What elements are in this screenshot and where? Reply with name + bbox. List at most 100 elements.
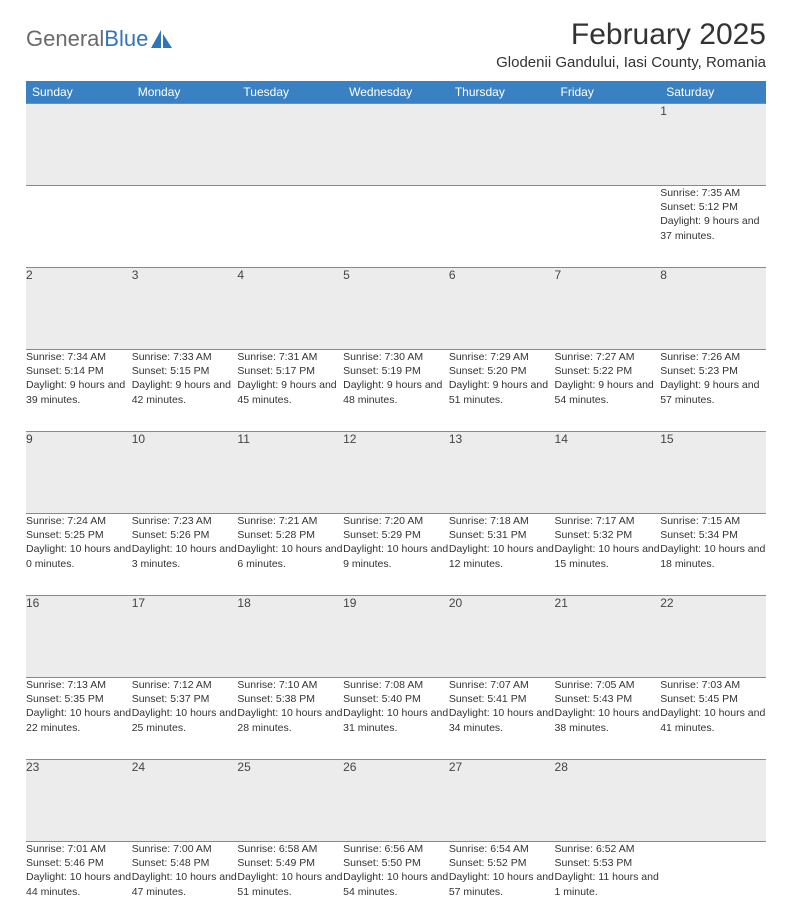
day-number-cell: 15 bbox=[660, 432, 766, 514]
sunrise-line: Sunrise: 6:58 AM bbox=[237, 842, 343, 856]
daylight-line: Daylight: 10 hours and 44 minutes. bbox=[26, 870, 132, 898]
day-info-cell: Sunrise: 7:05 AMSunset: 5:43 PMDaylight:… bbox=[555, 678, 661, 760]
week-daynum-row: 1 bbox=[26, 104, 766, 186]
header: GeneralBlue February 2025 Glodenii Gandu… bbox=[26, 18, 766, 71]
sunset-line: Sunset: 5:48 PM bbox=[132, 856, 238, 870]
sunset-line: Sunset: 5:15 PM bbox=[132, 364, 238, 378]
day-info-cell: Sunrise: 7:34 AMSunset: 5:14 PMDaylight:… bbox=[26, 350, 132, 432]
sunrise-line: Sunrise: 6:54 AM bbox=[449, 842, 555, 856]
sunset-line: Sunset: 5:29 PM bbox=[343, 528, 449, 542]
sunrise-line: Sunrise: 7:12 AM bbox=[132, 678, 238, 692]
day-info-cell bbox=[343, 186, 449, 268]
day-info-cell bbox=[555, 186, 661, 268]
daylight-line: Daylight: 10 hours and 12 minutes. bbox=[449, 542, 555, 570]
day-number-cell bbox=[26, 104, 132, 186]
day-info-cell: Sunrise: 7:10 AMSunset: 5:38 PMDaylight:… bbox=[237, 678, 343, 760]
day-header: Wednesday bbox=[343, 81, 449, 104]
daylight-line: Daylight: 10 hours and 3 minutes. bbox=[132, 542, 238, 570]
day-info-cell bbox=[660, 842, 766, 924]
day-info-cell: Sunrise: 7:23 AMSunset: 5:26 PMDaylight:… bbox=[132, 514, 238, 596]
day-info-cell: Sunrise: 6:54 AMSunset: 5:52 PMDaylight:… bbox=[449, 842, 555, 924]
sunrise-line: Sunrise: 7:20 AM bbox=[343, 514, 449, 528]
logo-text-general: General bbox=[26, 26, 104, 52]
day-info-cell: Sunrise: 7:24 AMSunset: 5:25 PMDaylight:… bbox=[26, 514, 132, 596]
daylight-line: Daylight: 10 hours and 31 minutes. bbox=[343, 706, 449, 734]
day-number-cell: 21 bbox=[555, 596, 661, 678]
week-info-row: Sunrise: 7:34 AMSunset: 5:14 PMDaylight:… bbox=[26, 350, 766, 432]
daylight-line: Daylight: 9 hours and 45 minutes. bbox=[237, 378, 343, 406]
day-info-cell: Sunrise: 7:03 AMSunset: 5:45 PMDaylight:… bbox=[660, 678, 766, 760]
week-daynum-row: 2345678 bbox=[26, 268, 766, 350]
day-number-cell: 11 bbox=[237, 432, 343, 514]
daylight-line: Daylight: 10 hours and 18 minutes. bbox=[660, 542, 766, 570]
daylight-line: Daylight: 10 hours and 15 minutes. bbox=[555, 542, 661, 570]
logo: GeneralBlue bbox=[26, 26, 173, 52]
sunrise-line: Sunrise: 7:00 AM bbox=[132, 842, 238, 856]
day-info-cell: Sunrise: 7:21 AMSunset: 5:28 PMDaylight:… bbox=[237, 514, 343, 596]
daylight-line: Daylight: 9 hours and 48 minutes. bbox=[343, 378, 449, 406]
sunset-line: Sunset: 5:45 PM bbox=[660, 692, 766, 706]
sunrise-line: Sunrise: 7:30 AM bbox=[343, 350, 449, 364]
day-number-cell: 18 bbox=[237, 596, 343, 678]
week-daynum-row: 16171819202122 bbox=[26, 596, 766, 678]
daylight-line: Daylight: 9 hours and 57 minutes. bbox=[660, 378, 766, 406]
day-number-cell: 6 bbox=[449, 268, 555, 350]
day-number-cell: 2 bbox=[26, 268, 132, 350]
sunrise-line: Sunrise: 7:01 AM bbox=[26, 842, 132, 856]
week-info-row: Sunrise: 7:01 AMSunset: 5:46 PMDaylight:… bbox=[26, 842, 766, 924]
day-header: Monday bbox=[132, 81, 238, 104]
sunset-line: Sunset: 5:41 PM bbox=[449, 692, 555, 706]
sunset-line: Sunset: 5:46 PM bbox=[26, 856, 132, 870]
day-number-cell: 25 bbox=[237, 760, 343, 842]
daylight-line: Daylight: 10 hours and 22 minutes. bbox=[26, 706, 132, 734]
day-info-cell: Sunrise: 7:13 AMSunset: 5:35 PMDaylight:… bbox=[26, 678, 132, 760]
sunrise-line: Sunrise: 7:31 AM bbox=[237, 350, 343, 364]
sunset-line: Sunset: 5:34 PM bbox=[660, 528, 766, 542]
daylight-line: Daylight: 10 hours and 6 minutes. bbox=[237, 542, 343, 570]
day-info-cell: Sunrise: 7:30 AMSunset: 5:19 PMDaylight:… bbox=[343, 350, 449, 432]
sunset-line: Sunset: 5:17 PM bbox=[237, 364, 343, 378]
day-number-cell: 13 bbox=[449, 432, 555, 514]
day-info-cell: Sunrise: 7:20 AMSunset: 5:29 PMDaylight:… bbox=[343, 514, 449, 596]
day-info-cell: Sunrise: 7:15 AMSunset: 5:34 PMDaylight:… bbox=[660, 514, 766, 596]
day-info-cell bbox=[237, 186, 343, 268]
day-number-cell: 9 bbox=[26, 432, 132, 514]
sunset-line: Sunset: 5:26 PM bbox=[132, 528, 238, 542]
daylight-line: Daylight: 9 hours and 39 minutes. bbox=[26, 378, 132, 406]
day-header: Tuesday bbox=[237, 81, 343, 104]
day-info-cell: Sunrise: 7:18 AMSunset: 5:31 PMDaylight:… bbox=[449, 514, 555, 596]
sunrise-line: Sunrise: 7:26 AM bbox=[660, 350, 766, 364]
day-info-cell: Sunrise: 7:31 AMSunset: 5:17 PMDaylight:… bbox=[237, 350, 343, 432]
week-info-row: Sunrise: 7:13 AMSunset: 5:35 PMDaylight:… bbox=[26, 678, 766, 760]
day-number-cell: 28 bbox=[555, 760, 661, 842]
sunset-line: Sunset: 5:37 PM bbox=[132, 692, 238, 706]
week-info-row: Sunrise: 7:24 AMSunset: 5:25 PMDaylight:… bbox=[26, 514, 766, 596]
day-info-cell bbox=[26, 186, 132, 268]
logo-text-blue: Blue bbox=[104, 26, 148, 52]
sunset-line: Sunset: 5:53 PM bbox=[555, 856, 661, 870]
daylight-line: Daylight: 10 hours and 57 minutes. bbox=[449, 870, 555, 898]
daylight-line: Daylight: 10 hours and 9 minutes. bbox=[343, 542, 449, 570]
day-header: Friday bbox=[555, 81, 661, 104]
sunrise-line: Sunrise: 7:33 AM bbox=[132, 350, 238, 364]
day-number-cell: 14 bbox=[555, 432, 661, 514]
daylight-line: Daylight: 9 hours and 42 minutes. bbox=[132, 378, 238, 406]
day-number-cell: 10 bbox=[132, 432, 238, 514]
daylight-line: Daylight: 10 hours and 54 minutes. bbox=[343, 870, 449, 898]
day-number-cell: 26 bbox=[343, 760, 449, 842]
sunset-line: Sunset: 5:50 PM bbox=[343, 856, 449, 870]
sunrise-line: Sunrise: 7:15 AM bbox=[660, 514, 766, 528]
title-block: February 2025 Glodenii Gandului, Iasi Co… bbox=[496, 18, 766, 71]
day-number-cell: 19 bbox=[343, 596, 449, 678]
sunrise-line: Sunrise: 7:10 AM bbox=[237, 678, 343, 692]
day-number-cell: 22 bbox=[660, 596, 766, 678]
daylight-line: Daylight: 10 hours and 38 minutes. bbox=[555, 706, 661, 734]
sunrise-line: Sunrise: 7:18 AM bbox=[449, 514, 555, 528]
sunrise-line: Sunrise: 6:52 AM bbox=[555, 842, 661, 856]
sunset-line: Sunset: 5:22 PM bbox=[555, 364, 661, 378]
day-number-cell: 24 bbox=[132, 760, 238, 842]
day-number-cell bbox=[343, 104, 449, 186]
week-info-row: Sunrise: 7:35 AMSunset: 5:12 PMDaylight:… bbox=[26, 186, 766, 268]
day-number-cell: 23 bbox=[26, 760, 132, 842]
sunset-line: Sunset: 5:35 PM bbox=[26, 692, 132, 706]
